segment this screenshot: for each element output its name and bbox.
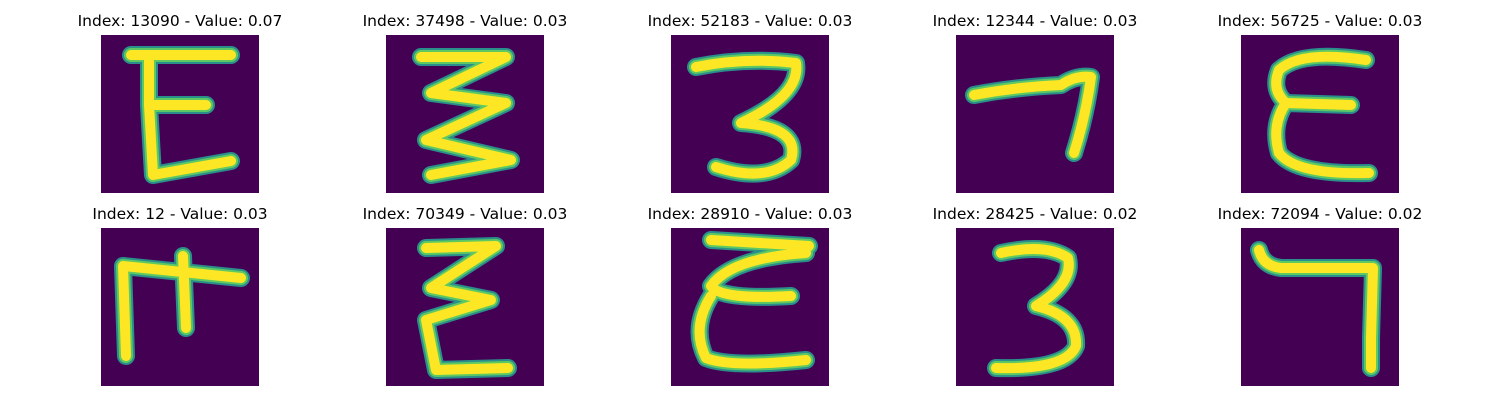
e-glyph <box>122 46 240 184</box>
panel-title: Index: 28910 - Value: 0.03 <box>647 205 853 223</box>
character-image <box>101 35 259 193</box>
panel-title: Index: 13090 - Value: 0.07 <box>77 12 283 30</box>
e-glyph <box>1267 47 1378 183</box>
character-image <box>956 35 1114 193</box>
panel-title: Index: 52183 - Value: 0.03 <box>647 12 853 30</box>
seven-glyph <box>1250 241 1382 377</box>
seven-glyph <box>965 67 1100 162</box>
character-image <box>1241 35 1399 193</box>
panel-title: Index: 37498 - Value: 0.03 <box>362 12 568 30</box>
panel-title: Index: 12344 - Value: 0.03 <box>932 12 1138 30</box>
zigzag-glyph <box>412 48 520 184</box>
character-image <box>956 228 1114 386</box>
character-image <box>1241 228 1399 386</box>
panel-title: Index: 72094 - Value: 0.02 <box>1217 205 1423 223</box>
zigzag-glyph <box>417 237 517 379</box>
hook-glyph <box>114 247 250 365</box>
character-image <box>671 35 829 193</box>
character-image <box>386 35 544 193</box>
character-image <box>671 228 829 386</box>
panel-title: Index: 56725 - Value: 0.03 <box>1217 12 1423 30</box>
e-glyph <box>690 231 818 373</box>
three-glyph <box>687 51 806 183</box>
panel-title: Index: 12 - Value: 0.03 <box>92 205 268 223</box>
panel-title: Index: 70349 - Value: 0.03 <box>362 205 568 223</box>
three-glyph <box>987 240 1086 378</box>
character-image <box>101 228 259 386</box>
character-image <box>386 228 544 386</box>
panel-title: Index: 28425 - Value: 0.02 <box>932 205 1138 223</box>
